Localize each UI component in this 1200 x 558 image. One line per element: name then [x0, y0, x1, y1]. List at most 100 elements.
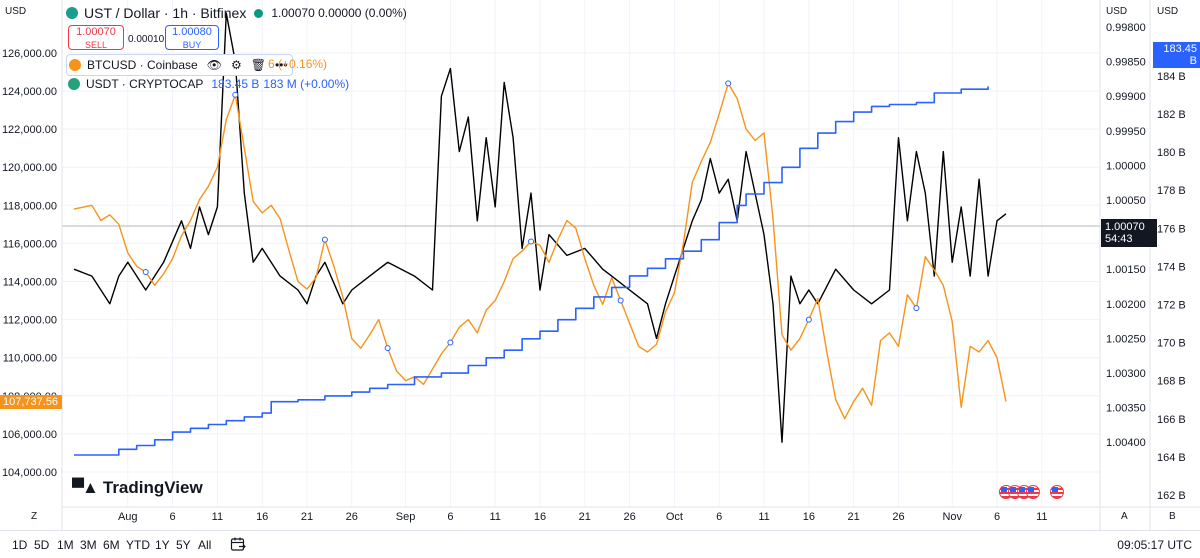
symbol-title[interactable]: UST / Dollar · 1h · Bitfinex	[84, 5, 247, 21]
dividend-marker	[725, 80, 732, 87]
legend-usdt-row[interactable]: USDT · CRYPTOCAP 183.45 B 183 M (+0.00%)	[68, 75, 349, 93]
left-axis-currency[interactable]: USD	[5, 6, 27, 17]
mid-axis-tick-label: 1.00300	[1106, 368, 1146, 380]
left-axis-tick-label: 112,000.00	[3, 315, 57, 327]
mid-axis-tick-label: 0.99800	[1106, 22, 1146, 34]
ust-dollar-line	[73, 12, 1007, 443]
time-axis-tick-label: 6	[716, 511, 722, 523]
btc-coin-icon	[69, 59, 81, 71]
ust-countdown: 54:43	[1105, 233, 1133, 245]
auto-scale-b-label[interactable]: B	[1169, 511, 1176, 522]
sell-button[interactable]: 1.00070 SELL	[68, 25, 124, 50]
time-axis-tick-label: 21	[848, 511, 860, 523]
calendar-goto-icon[interactable]	[230, 536, 246, 552]
range-1d-button[interactable]: 1D	[12, 538, 28, 552]
usdt-change: 183 M (+0.00%)	[263, 77, 350, 91]
time-axis-tick-label: Oct	[666, 511, 683, 523]
us-flag-icon[interactable]	[1026, 485, 1040, 499]
legend-ust-row[interactable]: UST / Dollar · 1h · Bitfinex 1.00070 0.0…	[66, 3, 407, 23]
right-axis-tick-label: 166 B	[1157, 414, 1186, 426]
usdt-mcap-line	[74, 86, 989, 456]
right-axis-tick-label: 182 B	[1157, 109, 1186, 121]
time-axis-tick-label: 11	[212, 511, 223, 523]
mid-axis-tick-label: 1.00250	[1106, 333, 1146, 345]
left-axis-tick-label: 114,000.00	[3, 277, 57, 289]
auto-scale-a-label[interactable]: A	[1121, 511, 1128, 522]
btc-price-tag: 107,737.56	[0, 395, 62, 409]
tradingview-logo-text: TradingView	[102, 478, 203, 497]
us-flag-icon[interactable]	[1050, 485, 1064, 499]
ust-price-tag: 1.00070 54:43	[1101, 219, 1157, 247]
mid-axis-tick-label: 1.00200	[1106, 299, 1146, 311]
left-axis-tick-label: 122,000.00	[2, 124, 57, 136]
mid-axis-tick-label: 0.99850	[1106, 57, 1146, 69]
time-axis-tick-label: 6	[994, 511, 1000, 523]
right-axis-tick-label: 184 B	[1157, 71, 1186, 83]
btcusd-line	[73, 82, 1007, 420]
dividend-marker	[142, 268, 149, 275]
usdt-coin-icon	[68, 78, 80, 90]
usdt-label: USDT · CRYPTOCAP	[86, 77, 204, 91]
left-axis-tick-label: 118,000.00	[3, 200, 57, 212]
time-axis-tick-label: 26	[346, 511, 358, 523]
left-axis-tick-label: 126,000.00	[2, 48, 57, 60]
range-5y-button[interactable]: 5Y	[176, 538, 191, 552]
time-axis-tick-label: 16	[256, 511, 268, 523]
sell-label: SELL	[84, 40, 108, 50]
time-axis-tick-label: 11	[489, 511, 500, 523]
left-axis-tick-label: 106,000.00	[2, 429, 57, 441]
time-axis-tick-label: 11	[1036, 511, 1047, 523]
range-5d-button[interactable]: 5D	[34, 538, 50, 552]
more-icon[interactable]: •••	[274, 58, 288, 72]
right-axis-currency[interactable]: USD	[1106, 6, 1128, 17]
btc-label: BTCUSD · Coinbase	[87, 58, 198, 72]
far-right-axis-currency[interactable]: USD	[1157, 6, 1179, 17]
range-1y-button[interactable]: 1Y	[155, 538, 170, 552]
range-1m-button[interactable]: 1M	[57, 538, 74, 552]
dividend-marker	[447, 339, 454, 346]
range-ytd-button[interactable]: YTD	[126, 538, 150, 552]
range-3m-button[interactable]: 3M	[80, 538, 97, 552]
time-axis-tick-label: 26	[623, 511, 635, 523]
right-axis-tick-label: 170 B	[1157, 338, 1186, 350]
mid-axis-tick-label: 1.00350	[1106, 403, 1146, 415]
market-open-dot-icon	[254, 8, 264, 18]
trash-icon[interactable]: 🗑	[250, 58, 266, 72]
left-axis-tick-label: 120,000.00	[2, 162, 57, 174]
mid-axis-tick-label: 0.99900	[1106, 91, 1146, 103]
sell-price: 1.00070	[76, 26, 116, 38]
utc-clock[interactable]: 09:05:17 UTC	[1117, 538, 1192, 552]
time-axis-tick-label: Sep	[396, 511, 416, 523]
legend-btc-row[interactable]: BTCUSD · Coinbase 👁 ⚙ 🗑 •••	[66, 54, 293, 76]
ust-price-tag-value: 1.00070	[1105, 221, 1145, 233]
time-axis-tick-label: 11	[758, 511, 769, 523]
spread-value: 0.00010	[128, 34, 165, 45]
dividend-marker	[805, 316, 812, 323]
eye-icon[interactable]: 👁	[206, 58, 222, 72]
dividend-marker	[321, 236, 328, 243]
range-all-button[interactable]: All	[198, 538, 212, 552]
buy-button[interactable]: 1.00080 BUY	[165, 25, 219, 50]
time-axis-tick-label: 21	[301, 511, 313, 523]
zoom-z-label[interactable]: Z	[31, 511, 38, 522]
range-6m-button[interactable]: 6M	[103, 538, 120, 552]
mid-axis-tick-label: 1.00050	[1106, 195, 1146, 207]
legend-main: UST / Dollar · 1h · Bitfinex 1.00070 0.0…	[66, 3, 407, 23]
dividend-marker	[528, 238, 535, 245]
left-axis-tick-label: 124,000.00	[2, 86, 57, 98]
time-axis-tick-label: 26	[892, 511, 904, 523]
dividend-marker	[232, 91, 239, 98]
ust-coin-icon	[66, 7, 78, 19]
time-axis-tick-label: Nov	[942, 511, 962, 523]
btc-change: 6 (+0.16%)	[268, 57, 328, 71]
economic-events[interactable]	[999, 485, 1064, 499]
tradingview-logo[interactable]: ▀▲ TradingView	[72, 478, 203, 498]
right-axis-tick-label: 174 B	[1157, 261, 1186, 273]
time-axis-tick-label: 16	[534, 511, 546, 523]
right-axis-tick-label: 172 B	[1157, 300, 1186, 312]
buy-label: BUY	[182, 40, 202, 50]
mid-axis-tick-label: 1.00150	[1106, 264, 1146, 276]
mid-axis-tick-label: 1.00400	[1106, 437, 1146, 449]
dividend-marker	[913, 305, 920, 312]
settings-icon[interactable]: ⚙	[230, 58, 242, 72]
